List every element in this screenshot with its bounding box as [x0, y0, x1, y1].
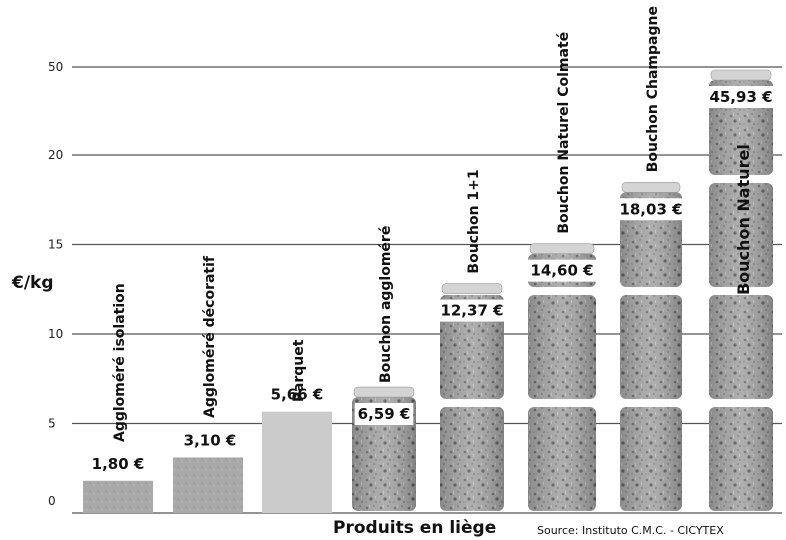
value-labels: 1,80 € 3,10 € 5,66 € 6,59 € 12,37 € 14,60 € 18… — [92, 86, 776, 473]
value-label: 14,60 € — [530, 262, 593, 280]
cork-shade — [528, 407, 596, 511]
value-label: 6,59 € — [358, 405, 411, 423]
value-label: 12,37 € — [440, 302, 503, 320]
y-tick-label: 50 — [48, 60, 63, 74]
cork-shade — [709, 183, 773, 287]
value-label-bg — [354, 403, 414, 426]
bar — [620, 181, 682, 511]
bar — [528, 243, 596, 511]
value-label-bg — [616, 198, 686, 221]
value-label: 1,80 € — [92, 455, 145, 473]
value-label-bg — [706, 86, 776, 108]
cork-cap — [353, 386, 415, 398]
category-label: Bouchon 1+1 — [466, 169, 482, 273]
bar-block — [262, 411, 332, 513]
cork-cap — [441, 283, 503, 294]
category-label: Aggloméré isolation — [112, 283, 128, 442]
cork-cap — [529, 243, 595, 254]
cork-shade — [709, 295, 773, 399]
cork-shade — [620, 407, 682, 511]
bar-block — [83, 480, 153, 513]
value-label-bg — [267, 383, 327, 406]
value-label-bg — [527, 259, 597, 282]
cork-cap — [710, 69, 772, 81]
cork-shade — [620, 295, 682, 399]
y-axis-label: €/kg — [11, 273, 54, 293]
y-tick-label: 0 — [48, 494, 56, 508]
y-tick-label: 15 — [48, 238, 63, 252]
cork-cap — [621, 181, 681, 193]
value-label: 5,66 € — [271, 386, 324, 404]
category-label: Bouchon aggloméré — [378, 226, 394, 383]
bar — [83, 480, 153, 513]
bar — [352, 386, 416, 511]
y-tick-labels: 0 5 10 15 20 50 — [48, 60, 63, 508]
cork-shade — [709, 407, 773, 511]
y-tick-label: 5 — [48, 417, 56, 431]
category-label: Parquet — [291, 339, 307, 402]
value-label: 3,10 € — [184, 432, 237, 450]
y-tick-label: 20 — [48, 148, 63, 162]
cork-shade — [528, 295, 596, 399]
cork-shade — [440, 407, 504, 511]
source-note: Source: Instituto C.M.C. - CICYTEX — [537, 524, 724, 537]
value-label: 45,93 € — [709, 88, 772, 106]
category-label: Bouchon Naturel Colmaté — [556, 32, 572, 234]
bar — [262, 411, 332, 513]
category-labels: Aggloméré isolation Aggloméré décoratif Pa… — [112, 6, 753, 442]
category-label: Bouchon Champagne — [645, 6, 661, 172]
cork-shade — [352, 397, 416, 511]
bar — [173, 457, 243, 513]
x-axis-label: Produits en liège — [333, 518, 496, 538]
category-label: Bouchon Naturel — [734, 144, 753, 295]
y-tick-label: 10 — [48, 327, 63, 341]
category-label: Aggloméré décoratif — [202, 255, 218, 418]
bar-block — [173, 457, 243, 513]
value-label-bg — [437, 299, 507, 322]
value-label: 18,03 € — [619, 200, 682, 218]
